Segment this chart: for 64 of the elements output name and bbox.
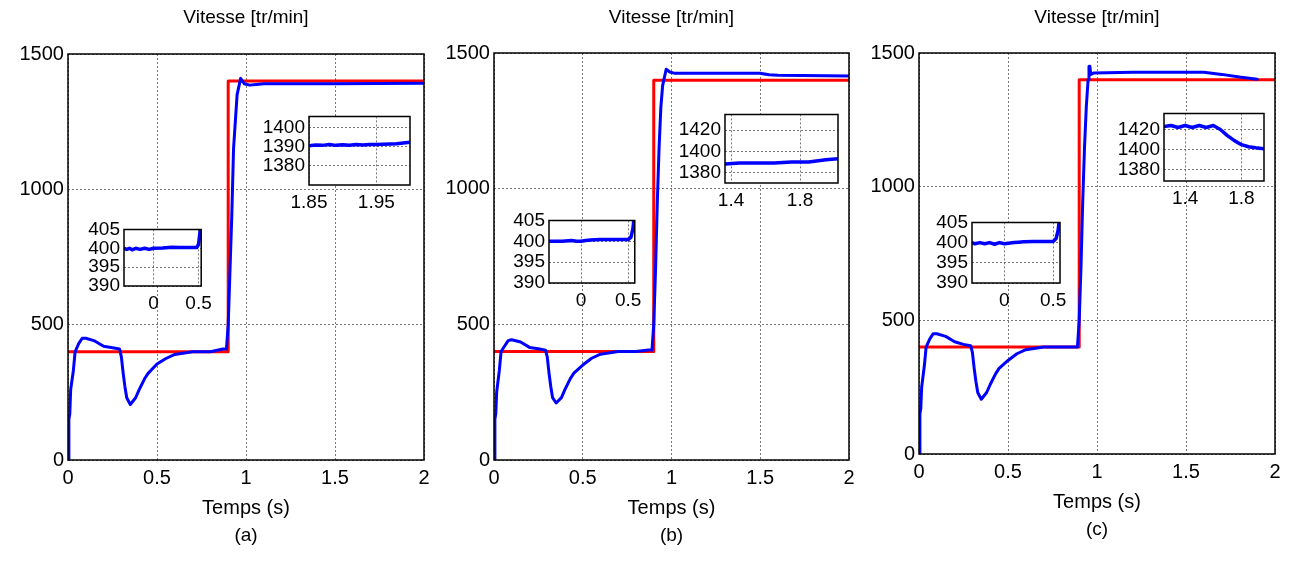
x-tick-label: 0.5	[994, 459, 1022, 482]
x-tick-label: 1.8	[786, 188, 814, 210]
x-tick-label: 0.5	[185, 291, 212, 313]
x-axis-title: Temps (s)	[202, 496, 290, 519]
y-tick-label: 405	[936, 210, 968, 232]
y-tick-label: 1500	[870, 40, 915, 63]
y-tick-label: 1400	[262, 116, 305, 138]
chart-title: Vitesse [tr/min]	[608, 6, 735, 28]
y-tick-label: 1000	[445, 176, 490, 199]
chart-title: Vitesse [tr/min]	[183, 6, 309, 28]
y-tick-label: 0	[903, 441, 915, 464]
y-tick-label: 400	[88, 236, 120, 258]
text: (a)	[234, 524, 258, 546]
x-axis-title: Temps (s)	[627, 496, 716, 519]
y-tick-label: 1400	[678, 139, 721, 161]
x-tick-label: 0.5	[143, 465, 171, 488]
y-tick-label: 390	[936, 271, 968, 293]
x-tick-label: 1	[665, 465, 678, 488]
text: (b)	[659, 524, 684, 546]
y-tick-label: 1420	[1117, 117, 1160, 139]
y-tick-label: 1400	[1117, 137, 1160, 159]
x-tick-label: 0.5	[614, 288, 642, 310]
y-tick-label: 500	[881, 307, 915, 330]
x-tick-label: 1.85	[290, 190, 328, 212]
x-tick-label: 1.4	[717, 188, 745, 210]
text: (c)	[1085, 518, 1109, 540]
x-tick-label: 1.8	[1228, 186, 1255, 208]
y-tick-label: 500	[30, 312, 64, 335]
y-tick-label: 395	[936, 251, 968, 273]
y-tick-label: 1380	[262, 154, 305, 176]
x-tick-label: 1.4	[1171, 186, 1199, 208]
y-tick-label: 395	[513, 250, 545, 272]
chart-title: Vitesse [tr/min]	[1034, 6, 1160, 28]
y-tick-label: 1390	[262, 135, 305, 157]
x-tick-label: 1	[1091, 459, 1103, 482]
y-tick-label: 1500	[445, 40, 490, 63]
y-tick-label: 395	[88, 255, 120, 277]
x-tick-label: 1.95	[357, 190, 395, 212]
x-tick-label: 0	[998, 288, 1010, 310]
y-tick-label: 1380	[1117, 158, 1160, 180]
x-tick-label: 1.5	[746, 465, 775, 488]
x-tick-label: 1.5	[321, 465, 349, 488]
y-tick-label: 1000	[19, 176, 64, 199]
y-tick-label: 400	[513, 229, 545, 251]
x-tick-label: 0	[148, 291, 159, 313]
y-tick-label: 1420	[678, 118, 721, 140]
y-tick-label: 390	[513, 271, 545, 293]
x-tick-label: 2	[843, 465, 855, 488]
x-tick-label: 2	[418, 465, 430, 488]
x-tick-label: 1.5	[1172, 459, 1200, 482]
x-tick-label: 2	[1269, 459, 1281, 482]
y-tick-label: 500	[456, 311, 490, 334]
y-tick-label: 1000	[870, 174, 915, 197]
x-tick-label: 0.5	[1039, 288, 1067, 310]
y-tick-label: 390	[88, 274, 120, 296]
y-tick-label: 1500	[19, 41, 64, 64]
y-tick-label: 405	[88, 217, 120, 239]
y-tick-label: 405	[513, 208, 545, 230]
x-tick-label: 0.5	[568, 465, 597, 488]
x-tick-label: 0	[575, 288, 587, 310]
y-tick-label: 400	[936, 230, 968, 252]
y-tick-label: 1380	[678, 160, 721, 182]
x-tick-label: 1	[240, 465, 252, 488]
x-axis-title: Temps (s)	[1053, 490, 1141, 513]
